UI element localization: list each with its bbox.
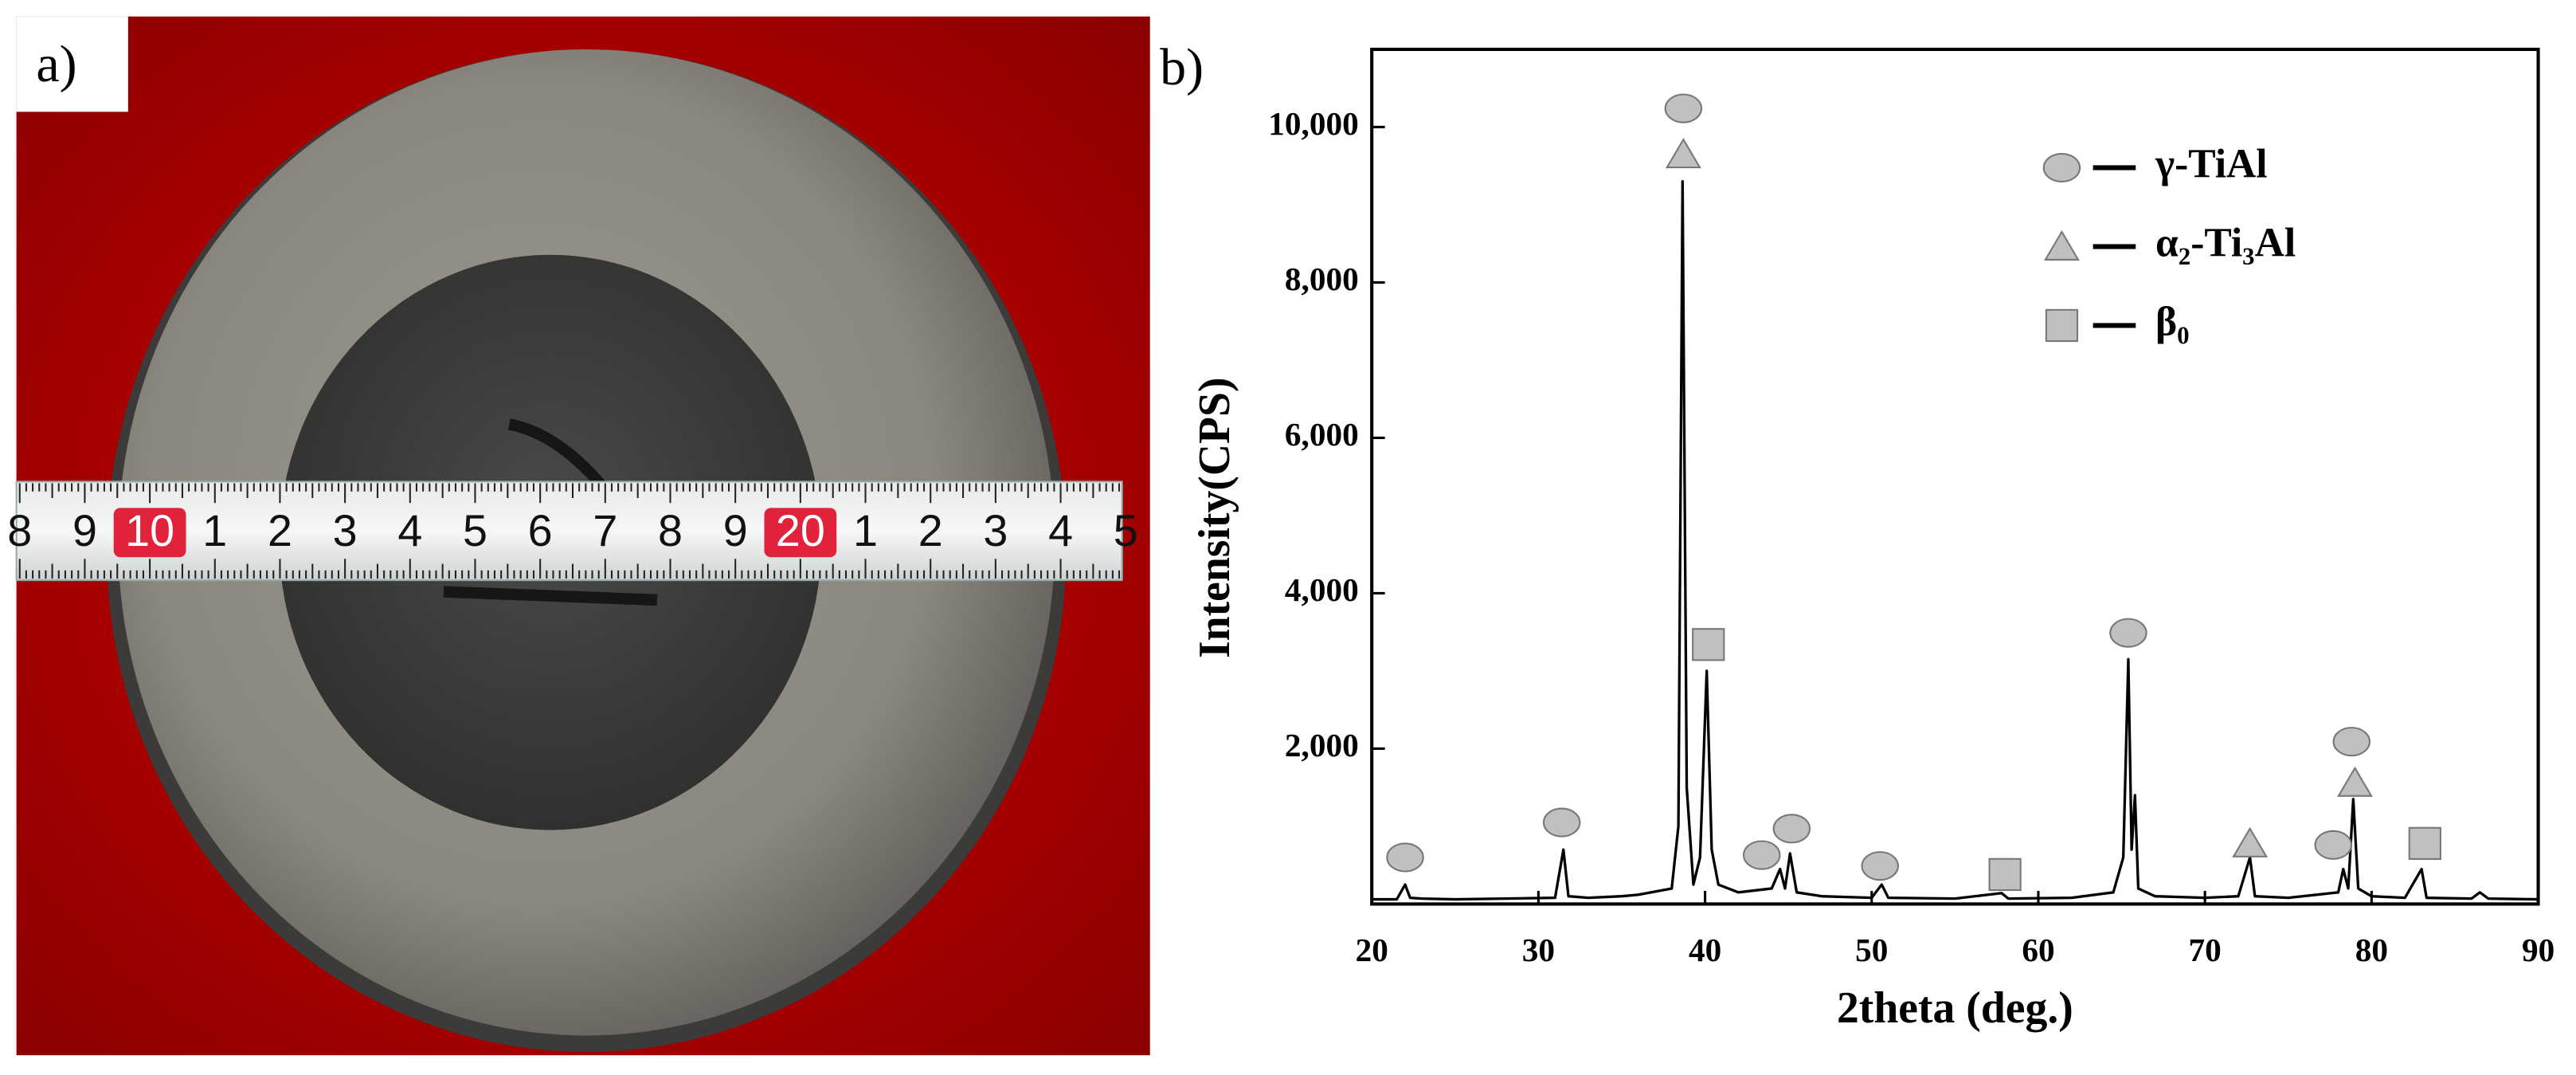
- phase-marker: [1772, 814, 1811, 844]
- x-tick-label: 80: [2355, 932, 2388, 968]
- panel-label: b): [1160, 38, 1204, 96]
- ruler-label: 3: [983, 506, 1008, 555]
- y-tick-label: 4,000: [1285, 571, 1359, 608]
- legend-label: α₂-Ti₃Al: [2155, 220, 2296, 265]
- ruler-label: 4: [1048, 506, 1073, 555]
- ruler-label: 7: [593, 506, 617, 555]
- photo: 8 9 10 1 2 3 4 5 6 7 8 9 20 1 2 3 4 5 a): [7, 16, 1150, 1056]
- legend-symbol: [2044, 230, 2080, 261]
- phase-marker: [1542, 807, 1581, 838]
- ruler-label: 5: [463, 506, 487, 555]
- legend-symbol: [2042, 152, 2081, 182]
- phase-marker: [1665, 137, 1701, 169]
- y-tick-label: 10,000: [1268, 105, 1358, 142]
- x-tick-label: 40: [1689, 932, 1721, 968]
- ruler-label: 5: [1114, 506, 1138, 555]
- xrd-line: [1372, 180, 2539, 901]
- ruler-label: 20: [776, 506, 825, 555]
- phase-marker: [1664, 93, 1703, 124]
- phase-marker: [2314, 830, 2352, 860]
- y-axis-label: Intensity(CPS): [1190, 377, 1239, 658]
- ruler: [15, 481, 1123, 582]
- panel-label: a): [36, 35, 76, 93]
- phase-marker: [2332, 727, 2370, 757]
- ruler-label: 9: [72, 506, 97, 555]
- legend-label: γ-TiAl: [2155, 141, 2268, 186]
- scratch: [507, 418, 613, 497]
- ruler-label: 6: [528, 506, 553, 555]
- ruler-label: 4: [397, 506, 422, 555]
- x-tick-label: 90: [2522, 932, 2554, 968]
- phase-marker: [2232, 826, 2269, 857]
- ruler-label: 8: [658, 506, 683, 555]
- ruler-label: 8: [7, 506, 32, 555]
- x-tick-label: 30: [1522, 932, 1555, 968]
- x-tick-label: 50: [1855, 932, 1888, 968]
- phase-marker: [2408, 826, 2441, 861]
- ruler-label: 10: [125, 506, 174, 555]
- y-tick-label: 6,000: [1285, 416, 1359, 453]
- phase-marker: [2109, 618, 2147, 648]
- x-tick-label: 60: [2022, 932, 2054, 968]
- ruler-label: 3: [333, 506, 358, 555]
- phase-marker: [1742, 840, 1781, 870]
- ruler-label: 1: [853, 506, 878, 555]
- y-tick-label: 2,000: [1285, 727, 1359, 763]
- ruler-ticks: 8 9 10 1 2 3 4 5 6 7 8 9 20 1 2 3 4 5: [7, 483, 1138, 579]
- phase-marker: [1988, 857, 2022, 892]
- chart: 20 30 40 50 60 70 80 90 2,000 4,000 6,000 8,000 10,0…: [1190, 47, 2554, 1033]
- phase-marker: [2337, 766, 2373, 797]
- phase-marker: [1861, 851, 1899, 881]
- x-tick-label: 70: [2189, 932, 2222, 968]
- scratch: [443, 586, 658, 606]
- ruler-highlight: [764, 508, 837, 558]
- x-tick-label: 20: [1356, 932, 1388, 968]
- ruler-label: 2: [268, 506, 292, 555]
- legend-label: β₀: [2155, 299, 2190, 344]
- panel-label-box: [16, 16, 128, 112]
- phase-marker: [1692, 628, 1725, 661]
- ruler-highlight: [113, 508, 186, 558]
- y-tick-label: 8,000: [1285, 261, 1359, 297]
- ruler-label: 9: [723, 506, 748, 555]
- phase-marker: [1386, 842, 1424, 873]
- plot-frame: [1370, 47, 2540, 906]
- x-axis-label: 2theta (deg.): [1837, 983, 2073, 1033]
- ruler-label: 2: [918, 506, 943, 555]
- legend-symbol: [2045, 308, 2079, 343]
- ruler-label: 1: [202, 506, 227, 555]
